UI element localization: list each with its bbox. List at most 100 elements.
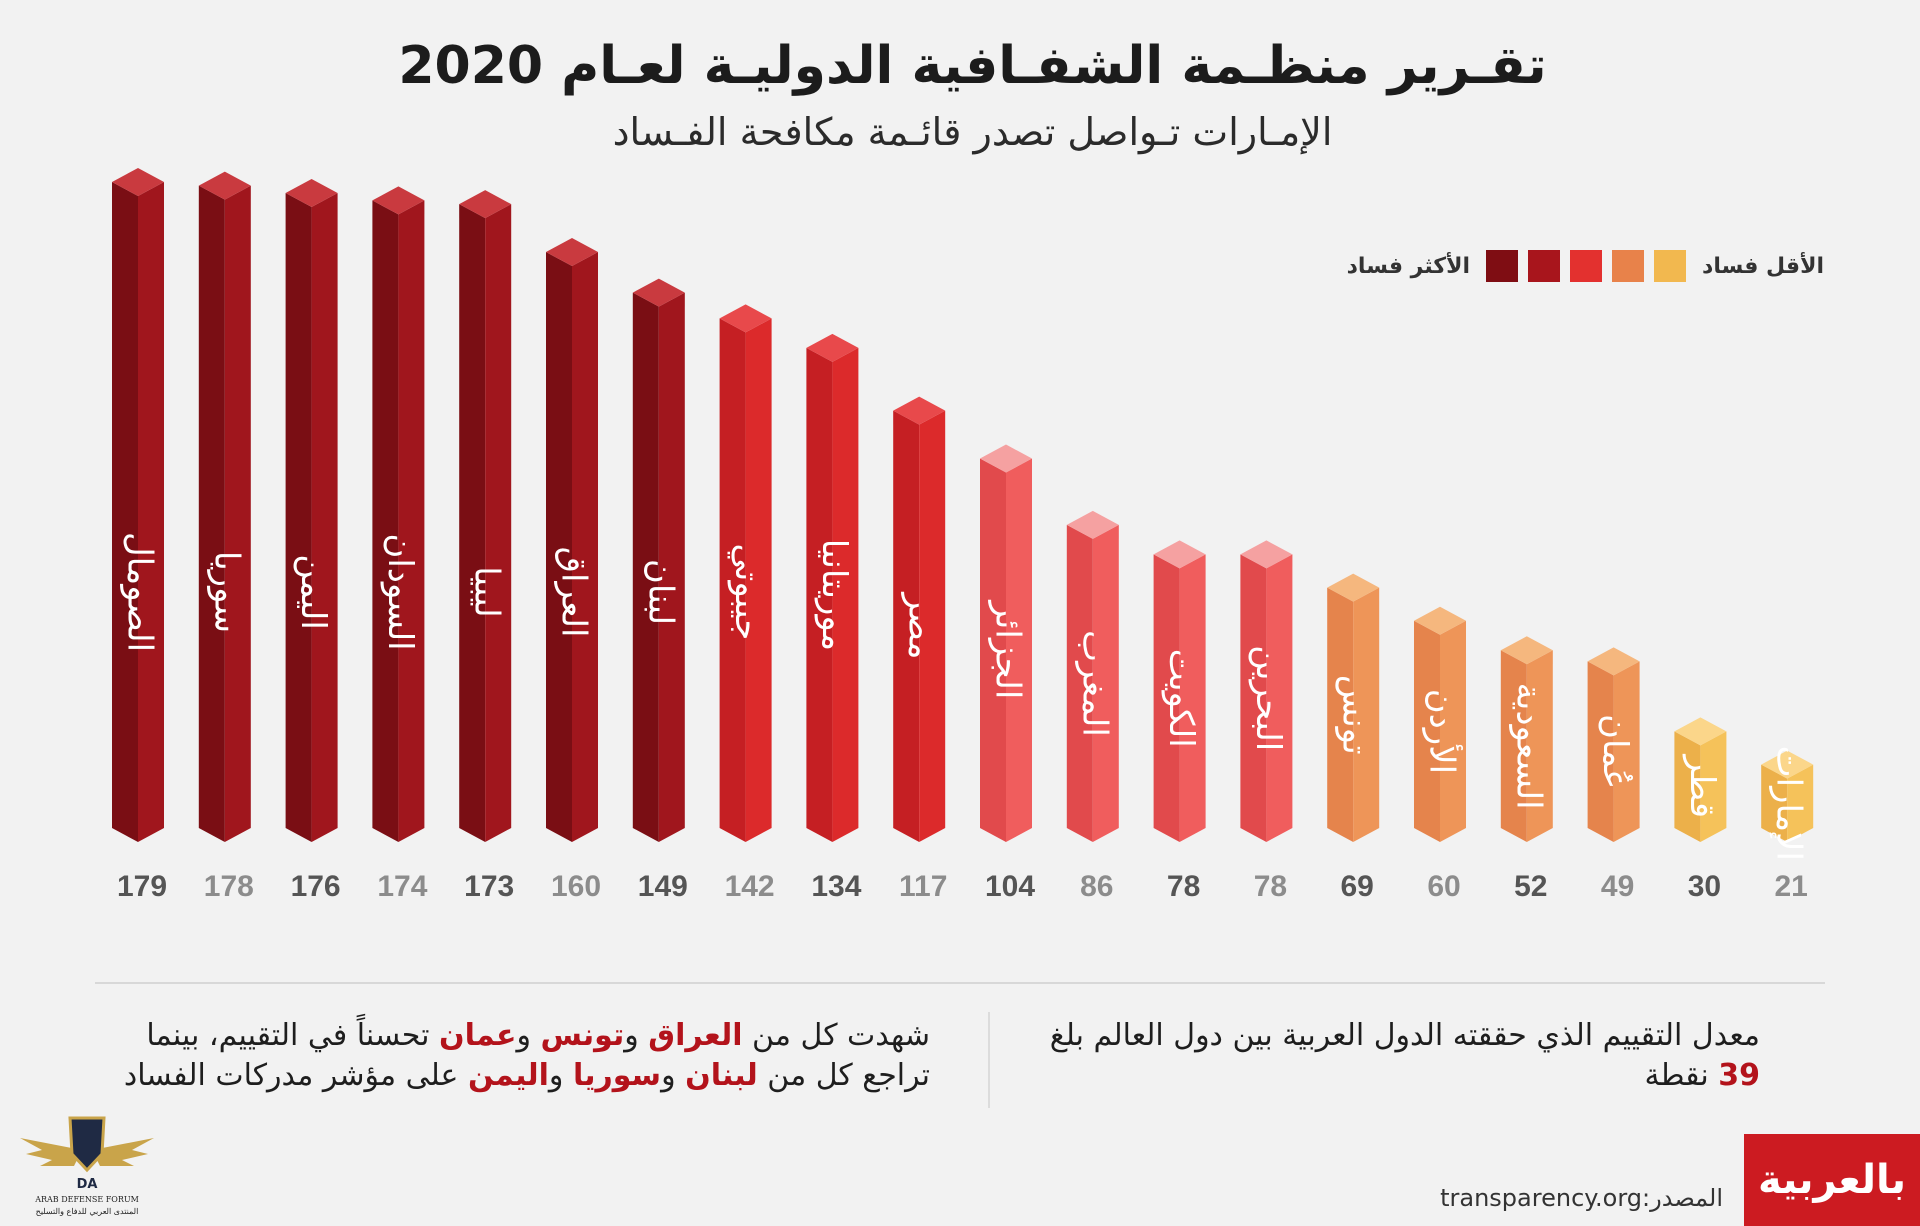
bar-category-label: البحرين <box>1248 645 1288 751</box>
cnn-arabic-logo: بالعربية <box>1744 1134 1920 1226</box>
bar-value-label: 179 <box>117 870 167 903</box>
bar-face-left <box>285 193 312 842</box>
bar-face-right <box>1787 764 1814 842</box>
note-text: و <box>661 1058 686 1093</box>
bar-face-right <box>398 200 425 842</box>
bar-3: اليمن 176 <box>285 179 341 903</box>
bar-face-left <box>372 200 399 842</box>
bar-category-label: الكويت <box>1161 649 1201 748</box>
bar-face-right <box>1353 587 1380 842</box>
note-text: و <box>624 1018 649 1053</box>
bar-face-left <box>719 318 746 843</box>
bar-face-left <box>632 292 659 843</box>
bar-category-label: الجزائر <box>988 599 1028 699</box>
note-country-oman: عمان <box>438 1018 517 1053</box>
bar-value-label: 142 <box>725 870 775 903</box>
bar-face-left <box>1066 524 1093 842</box>
note-text: تراجع كل من <box>757 1058 930 1093</box>
note-text: تحسناً في التقييم، بينما <box>146 1018 439 1053</box>
page-title: تقـرير منظـمة الشفـافية الدوليـة لعـام 2… <box>398 36 1547 96</box>
bar-1: الصومال 179 <box>112 168 167 903</box>
legend-swatch-5 <box>1486 250 1519 282</box>
bar-face-top <box>1066 510 1119 539</box>
section-divider <box>95 982 1825 984</box>
bar-category-label: سوريا <box>206 551 246 633</box>
note-average-score: معدل التقييم الذي حققته الدول العربية بي… <box>1010 1016 1760 1096</box>
bar-16: الأردن 60 <box>1414 606 1466 903</box>
bar-face-left <box>1153 554 1180 842</box>
brand-wordmark: بالعربية <box>1757 1157 1907 1203</box>
bar-face-right <box>1700 731 1727 842</box>
bar-15: تونس 69 <box>1327 573 1380 903</box>
bar-face-left <box>1240 554 1267 842</box>
bar-category-label: عُمان <box>1595 714 1635 789</box>
bar-face-top <box>632 278 685 307</box>
note-average-line: معدل التقييم الذي حققته الدول العربية بي… <box>1049 1018 1760 1053</box>
bar-value-label: 134 <box>811 870 861 903</box>
bar-face-top <box>1327 573 1380 602</box>
bar-face-right <box>1179 554 1206 842</box>
bar-face-left <box>112 182 138 842</box>
bar-value-label: 86 <box>1080 870 1113 903</box>
bar-face-top <box>459 190 512 219</box>
bar-face-top <box>372 186 425 215</box>
bar-value-label: 149 <box>638 870 688 903</box>
bar-face-left <box>1414 620 1440 842</box>
bar-2: سوريا 178 <box>198 171 254 903</box>
bar-face-right <box>1526 650 1553 842</box>
bar-face-left <box>893 410 920 842</box>
note-text: على مؤشر مدركات الفساد <box>123 1058 468 1093</box>
bar-face-right <box>745 318 772 843</box>
bar-11: الجزائر 104 <box>980 444 1035 903</box>
bar-14: البحرين 78 <box>1240 540 1293 903</box>
bar-value-label: 52 <box>1514 870 1547 903</box>
legend-swatch-1 <box>1654 250 1687 282</box>
bar-category-label: قطر <box>1682 753 1722 818</box>
legend-swatch-2 <box>1612 250 1645 282</box>
bar-18: عُمان 49 <box>1587 647 1640 903</box>
note-country-syria: سوريا <box>572 1058 662 1093</box>
bar-category-label: السعودية <box>1508 683 1548 810</box>
bar-value-label: 78 <box>1254 870 1287 903</box>
note-country-lebanon: لبنان <box>685 1058 758 1093</box>
bar-face-top <box>546 238 598 267</box>
logo-wing-right <box>92 1138 154 1166</box>
bar-category-label: مصر <box>901 591 941 659</box>
bar-face-top <box>1153 540 1206 569</box>
note-text: و <box>548 1058 573 1093</box>
bar-value-label: 178 <box>204 870 254 903</box>
bar-face-right <box>224 185 251 843</box>
bar-category-label: السودان <box>380 533 420 650</box>
bar-face-right <box>919 410 946 842</box>
bar-value-label: 30 <box>1688 870 1721 903</box>
bar-value-label: 173 <box>464 870 514 903</box>
bar-face-left <box>546 252 572 843</box>
bar-face-top <box>198 171 251 200</box>
legend-high-label: الأكثر فساد <box>1346 253 1471 279</box>
note-average-value: 39 <box>1718 1058 1760 1093</box>
bar-category-label: الصومال <box>120 532 160 652</box>
bar-face-right <box>1092 524 1119 842</box>
bar-face-right <box>658 292 685 843</box>
note-ranking-change: شهدت كل من العراق وتونس وعمان تحسناً في … <box>120 1016 930 1096</box>
bar-category-label: لبنان <box>640 559 680 625</box>
bar-value-label: 21 <box>1775 870 1808 903</box>
bar-face-left <box>1674 731 1701 842</box>
logo-name-en: ARAB DEFENSE FORUM <box>34 1195 139 1204</box>
note-country-tunisia: تونس <box>540 1018 625 1053</box>
bar-face-left <box>1327 587 1354 842</box>
bar-face-top <box>806 333 859 362</box>
bar-face-top <box>980 444 1032 473</box>
bar-face-left <box>1500 650 1527 842</box>
bar-face-top <box>1761 750 1814 779</box>
bar-face-top <box>1500 636 1553 665</box>
logo-name-ar: المنتدى العربي للدفاع والتسليح <box>36 1207 139 1216</box>
bar-face-right <box>572 252 598 843</box>
bar-chart: الصومال 179 سوريا 178 اليمن 176 السودان 174 ليبي… <box>112 168 1814 903</box>
bar-4: السودان 174 <box>372 186 428 903</box>
bar-face-top <box>1414 606 1466 635</box>
bar-face-left <box>1587 661 1614 842</box>
bar-face-top <box>1674 717 1727 746</box>
bar-face-right <box>138 182 164 842</box>
bar-face-top <box>285 179 338 208</box>
